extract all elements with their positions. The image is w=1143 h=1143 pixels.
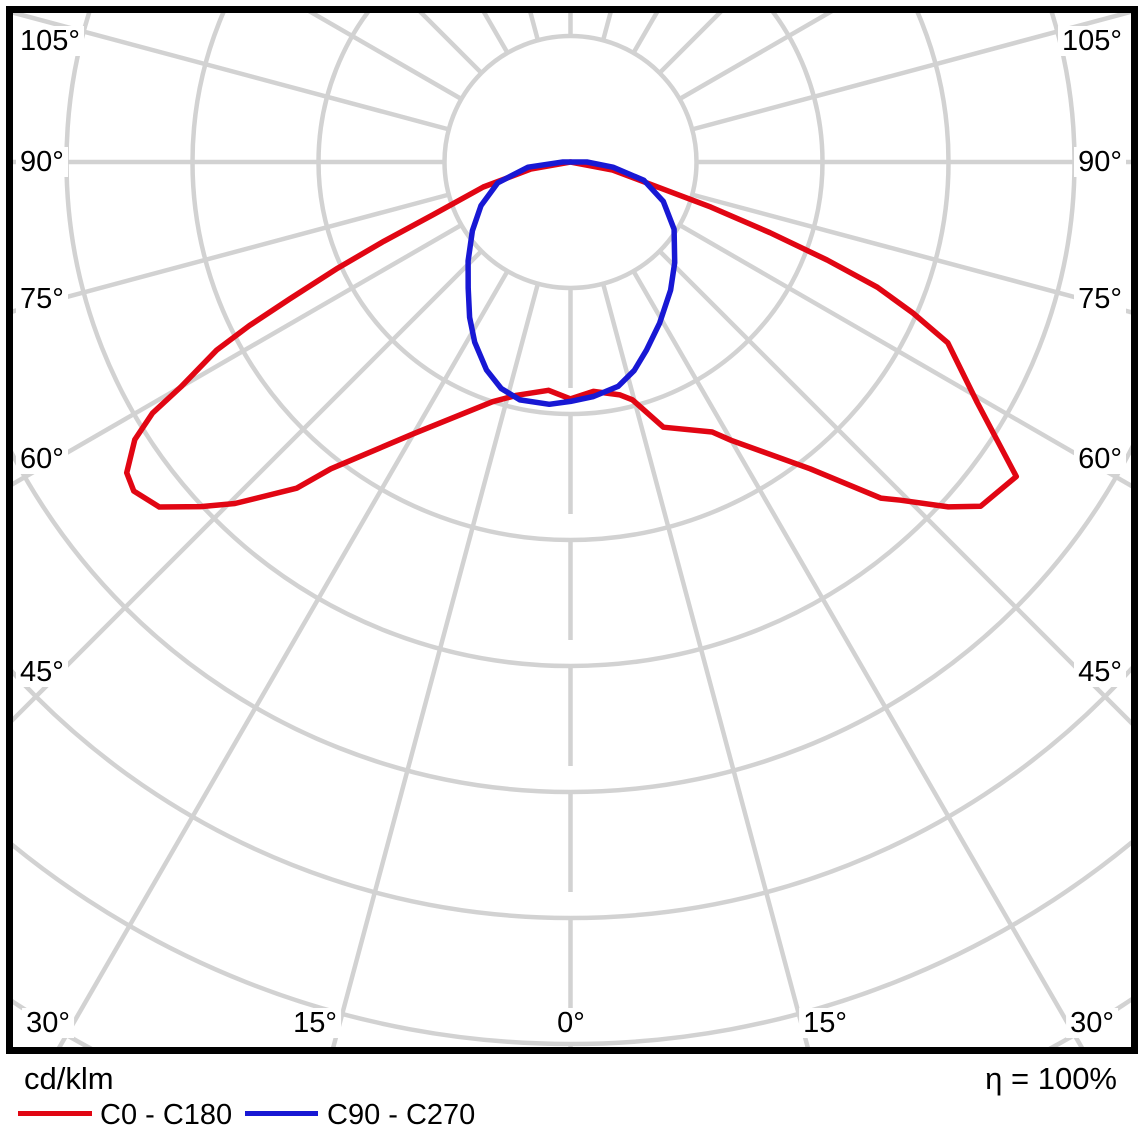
angle-label-bottom-15r: 15° — [799, 1008, 851, 1038]
grid-radial-line — [331, 283, 541, 1047]
angle-label-left-75: 75° — [16, 284, 68, 314]
efficiency-label: η = 100% — [985, 1061, 1117, 1096]
legend-label-c90-c270: C90 - C270 — [327, 1099, 476, 1131]
angle-label-bottom-0: 0° — [553, 1008, 589, 1038]
angle-label-right-105: 105° — [1058, 26, 1126, 56]
grid-radial-line — [56, 269, 510, 1047]
angle-label-bottom-30r: 30° — [1066, 1008, 1118, 1038]
angle-label-right-60: 60° — [1074, 444, 1126, 474]
angle-label-left-45: 45° — [16, 657, 68, 687]
grid-radial-line — [13, 13, 450, 132]
angle-label-right-90: 90° — [1074, 147, 1126, 177]
grid-radial-line — [600, 283, 810, 1047]
angle-label-left-105: 105° — [16, 26, 84, 56]
curve-c0-c180 — [123, 159, 1020, 510]
grid-radial-line — [13, 223, 463, 487]
grid-radial-line — [658, 249, 1131, 726]
legend-label-c0-c180: C0 - C180 — [100, 1099, 233, 1131]
grid-radial-line — [678, 223, 1131, 489]
angle-label-bottom-30l: 30° — [22, 1008, 74, 1038]
grid-radial-line — [691, 13, 1131, 132]
angle-label-right-75: 75° — [1074, 284, 1126, 314]
legend-line-c90-c270 — [245, 1111, 318, 1116]
grid-radial-line — [13, 192, 450, 314]
grid-radial-line — [691, 192, 1131, 315]
plot-border — [6, 6, 1138, 1054]
grid-radial-line — [13, 249, 483, 723]
legend-line-c0-c180 — [18, 1111, 92, 1116]
unit-label: cd/klm — [24, 1061, 114, 1096]
curve-c90-c270 — [465, 159, 678, 408]
grid-radial-line — [631, 269, 1085, 1047]
angle-label-left-90: 90° — [16, 147, 68, 177]
angle-label-bottom-15l: 15° — [289, 1008, 341, 1038]
angle-label-right-45: 45° — [1074, 657, 1126, 687]
angle-label-left-60: 60° — [16, 444, 68, 474]
